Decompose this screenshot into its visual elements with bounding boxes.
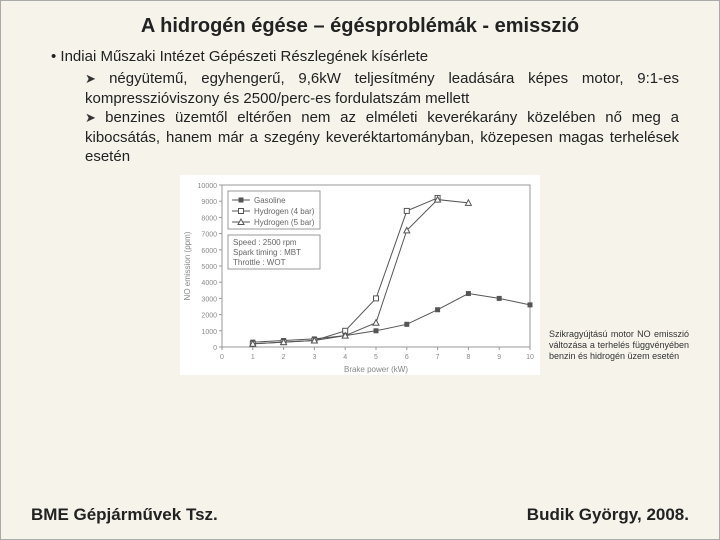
svg-text:NO emission (ppm): NO emission (ppm) [183, 231, 192, 300]
svg-text:9000: 9000 [201, 199, 217, 206]
svg-text:6000: 6000 [201, 247, 217, 254]
svg-text:Brake power (kW): Brake power (kW) [344, 365, 408, 374]
svg-text:1: 1 [251, 354, 255, 361]
svg-text:Speed : 2500 rpm: Speed : 2500 rpm [233, 238, 297, 247]
svg-text:7000: 7000 [201, 231, 217, 238]
svg-text:3000: 3000 [201, 296, 217, 303]
svg-text:5: 5 [374, 354, 378, 361]
svg-text:2: 2 [282, 354, 286, 361]
footer-left: BME Gépjárművek Tsz. [31, 505, 218, 525]
svg-text:Hydrogen (5 bar): Hydrogen (5 bar) [254, 218, 315, 227]
svg-text:0: 0 [213, 345, 217, 352]
svg-text:1000: 1000 [201, 328, 217, 335]
svg-text:Spark timing : MBT: Spark timing : MBT [233, 248, 301, 257]
svg-text:6: 6 [405, 354, 409, 361]
footer-right: Budik György, 2008. [527, 505, 689, 525]
svg-text:4000: 4000 [201, 280, 217, 287]
emission-chart: 0100020003000400050006000700080009000100… [180, 175, 540, 375]
svg-text:Gasoline: Gasoline [254, 196, 286, 205]
sub2-text: benzines üzemtől eltérően nem az elmélet… [85, 109, 679, 165]
svg-text:10: 10 [526, 354, 534, 361]
footer: BME Gépjárművek Tsz. Budik György, 2008. [31, 505, 689, 525]
sub-bullet-2: benzines üzemtől eltérően nem az elmélet… [85, 108, 679, 167]
svg-text:10000: 10000 [198, 183, 218, 190]
svg-text:0: 0 [220, 354, 224, 361]
svg-text:4: 4 [343, 354, 347, 361]
svg-text:8000: 8000 [201, 215, 217, 222]
sub-bullet-1: négyütemű, egyhengerű, 9,6kW teljesítmén… [85, 69, 679, 108]
page-title: A hidrogén égése – égésproblémák - emiss… [1, 1, 719, 48]
main-bullet: Indiai Műszaki Intézet Gépészeti Részleg… [51, 48, 679, 65]
content-block: Indiai Műszaki Intézet Gépészeti Részleg… [1, 48, 719, 167]
svg-text:3: 3 [312, 354, 316, 361]
svg-text:8: 8 [466, 354, 470, 361]
sub1-text: négyütemű, egyhengerű, 9,6kW teljesítmén… [85, 70, 679, 107]
svg-text:5000: 5000 [201, 264, 217, 271]
svg-text:7: 7 [436, 354, 440, 361]
svg-text:9: 9 [497, 354, 501, 361]
svg-text:2000: 2000 [201, 312, 217, 319]
svg-text:Throttle : WOT: Throttle : WOT [233, 258, 286, 267]
svg-text:Hydrogen (4 bar): Hydrogen (4 bar) [254, 207, 315, 216]
chart-caption: Szikragyújtású motor NO emisszió változá… [549, 329, 689, 361]
